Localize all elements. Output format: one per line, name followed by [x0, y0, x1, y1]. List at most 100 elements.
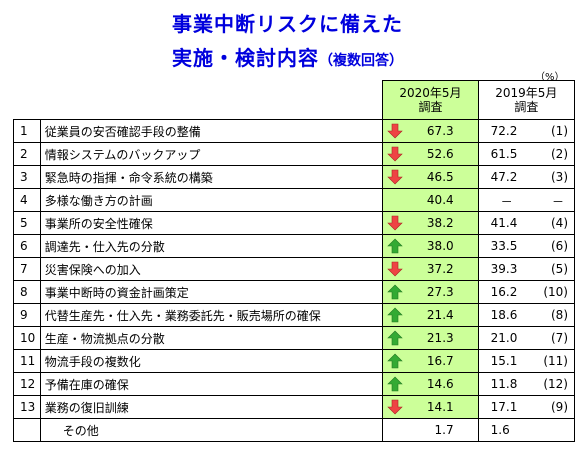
row-item: 情報システムのバックアップ — [39, 142, 384, 166]
value-2019: 33.5 — [490, 239, 518, 253]
cell-2020: 67.3 — [382, 119, 479, 143]
value-2020: 21.3 — [426, 331, 454, 345]
row-item: 代替生産先・仕入先・業務委託先・販売場所の確保 — [39, 303, 384, 327]
down-arrow-icon — [387, 399, 403, 415]
value-2020: 14.1 — [426, 400, 454, 414]
title-sub: （複数回答） — [319, 53, 403, 69]
cell-2019: 11.8 (12) — [477, 372, 575, 396]
cell-2019: 39.3 (5) — [477, 257, 575, 281]
table-row: 6 調達先・仕入先の分散 38.0 33.5 (6) — [13, 234, 575, 258]
rank-2019: (1) — [551, 124, 568, 138]
cell-2019: 1.6 — [477, 418, 575, 442]
value-2020: 27.3 — [426, 285, 454, 299]
header-2019: 2019年5月 調査 — [477, 80, 575, 120]
down-arrow-icon — [387, 146, 403, 162]
value-2019: 15.1 — [490, 354, 518, 368]
header-2020-line2: 調査 — [418, 100, 443, 114]
cell-2020: 40.4 — [382, 188, 479, 212]
table-row: 2 情報システムのバックアップ 52.6 61.5 (2) — [13, 142, 575, 166]
cell-2019: 72.2 (1) — [477, 119, 575, 143]
value-2019: 11.8 — [490, 377, 518, 391]
value-2019: 1.6 — [490, 423, 510, 437]
value-2020: 21.4 — [426, 308, 454, 322]
cell-2019: 17.1 (9) — [477, 395, 575, 419]
up-arrow-icon — [387, 284, 403, 300]
cell-2020: 21.4 — [382, 303, 479, 327]
up-arrow-icon — [387, 330, 403, 346]
table-row-other: その他 1.7 1.6 — [13, 418, 575, 442]
header-blank-num — [13, 80, 41, 120]
value-2020: 52.6 — [426, 147, 454, 161]
row-item: その他 — [39, 418, 384, 442]
cell-2019: 18.6 (8) — [477, 303, 575, 327]
cell-2019: 33.5 (6) — [477, 234, 575, 258]
row-number: 9 — [13, 303, 41, 327]
value-2019: 61.5 — [490, 147, 518, 161]
row-item: 業務の復旧訓練 — [39, 395, 384, 419]
header-2020-line1: 2020年5月 — [399, 86, 462, 100]
value-2020: 67.3 — [426, 124, 454, 138]
value-2019: 21.0 — [490, 331, 518, 345]
rank-2019: (7) — [551, 331, 568, 345]
value-2020: 38.0 — [426, 239, 454, 253]
down-arrow-icon — [387, 123, 403, 139]
rank-2019: (8) — [551, 308, 568, 322]
row-item: 生産・物流拠点の分散 — [39, 326, 384, 350]
table-row: 8 事業中断時の資金計画策定 27.3 16.2 (10) — [13, 280, 575, 304]
row-item: 緊急時の指揮・命令系統の構築 — [39, 165, 384, 189]
table-row: 12 予備在庫の確保 14.6 11.8 (12) — [13, 372, 575, 396]
row-number: 4 — [13, 188, 41, 212]
row-item: 多様な働き方の計画 — [39, 188, 384, 212]
cell-2019: 15.1 (11) — [477, 349, 575, 373]
table-row: 7 災害保険への加入 37.2 39.3 (5) — [13, 257, 575, 281]
table-row: 9 代替生産先・仕入先・業務委託先・販売場所の確保 21.4 18.6 (8) — [13, 303, 575, 327]
cell-2020: 14.1 — [382, 395, 479, 419]
value-2020: 40.4 — [426, 193, 454, 207]
value-2020: 14.6 — [426, 377, 454, 391]
up-arrow-icon — [387, 353, 403, 369]
value-2019: 72.2 — [490, 124, 518, 138]
title-line-2: 実施・検討内容（複数回答） — [0, 42, 575, 71]
rank-2019: － — [551, 195, 564, 209]
cell-2020: 16.7 — [382, 349, 479, 373]
table-row: 1 従業員の安否確認手段の整備 67.3 72.2 (1) — [13, 119, 575, 143]
value-2020: 37.2 — [426, 262, 454, 276]
up-arrow-icon — [387, 307, 403, 323]
rank-2019: (10) — [543, 285, 568, 299]
cell-2020: 37.2 — [382, 257, 479, 281]
cell-2019: 16.2 (10) — [477, 280, 575, 304]
up-arrow-icon — [387, 238, 403, 254]
value-2019: 39.3 — [490, 262, 518, 276]
row-number: 6 — [13, 234, 41, 258]
row-number: 7 — [13, 257, 41, 281]
up-arrow-icon — [387, 376, 403, 392]
rank-2019: (6) — [551, 239, 568, 253]
rank-2019: (2) — [551, 147, 568, 161]
header-row: 2020年5月 調査 2019年5月 調査 — [13, 80, 575, 120]
row-number-empty — [13, 418, 41, 442]
value-2019: 41.4 — [490, 216, 518, 230]
table-row: 3 緊急時の指揮・命令系統の構築 46.5 47.2 (3) — [13, 165, 575, 189]
value-2019: － — [500, 195, 513, 209]
row-number: 5 — [13, 211, 41, 235]
rank-2019: (5) — [551, 262, 568, 276]
down-arrow-icon — [387, 261, 403, 277]
row-item: 災害保険への加入 — [39, 257, 384, 281]
table-row: 13 業務の復旧訓練 14.1 17.1 (9) — [13, 395, 575, 419]
row-item: 事業中断時の資金計画策定 — [39, 280, 384, 304]
row-number: 2 — [13, 142, 41, 166]
row-number: 13 — [13, 395, 41, 419]
cell-2020: 38.0 — [382, 234, 479, 258]
header-blank-item — [40, 80, 383, 120]
cell-2019: －－ — [477, 188, 575, 212]
row-number: 11 — [13, 349, 41, 373]
row-item: 従業員の安否確認手段の整備 — [39, 119, 384, 143]
cell-2020: 46.5 — [382, 165, 479, 189]
row-item: 調達先・仕入先の分散 — [39, 234, 384, 258]
value-2019: 47.2 — [490, 170, 518, 184]
cell-2019: 41.4 (4) — [477, 211, 575, 235]
value-2020: 46.5 — [426, 170, 454, 184]
row-item: 予備在庫の確保 — [39, 372, 384, 396]
down-arrow-icon — [387, 215, 403, 231]
title-main: 実施・検討内容 — [172, 46, 319, 70]
